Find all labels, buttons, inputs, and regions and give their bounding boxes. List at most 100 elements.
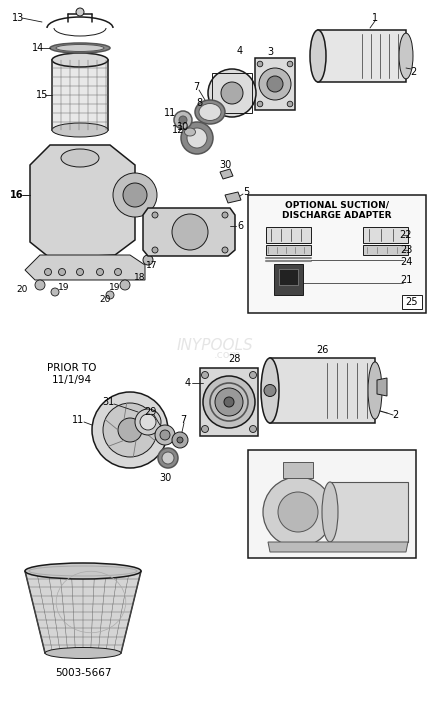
Ellipse shape	[367, 362, 381, 419]
Circle shape	[177, 437, 183, 443]
Circle shape	[103, 403, 157, 457]
Text: 11/1/94: 11/1/94	[52, 375, 92, 385]
Text: 7: 7	[179, 415, 186, 425]
Bar	[278, 269, 297, 285]
Circle shape	[143, 255, 153, 265]
Circle shape	[187, 128, 206, 148]
Text: 23: 23	[399, 245, 411, 255]
Ellipse shape	[50, 43, 110, 53]
Text: INYPOOLS: INYPOOLS	[176, 337, 253, 352]
Circle shape	[208, 69, 255, 117]
Text: 30: 30	[159, 473, 171, 483]
Circle shape	[224, 397, 233, 407]
Circle shape	[264, 384, 275, 397]
Circle shape	[249, 425, 256, 432]
Ellipse shape	[52, 123, 108, 137]
Text: 29: 29	[144, 407, 156, 417]
Text: 31: 31	[101, 397, 114, 407]
Text: 2: 2	[409, 67, 415, 77]
Circle shape	[76, 268, 83, 276]
Bar	[401, 295, 421, 309]
Circle shape	[172, 214, 208, 250]
Polygon shape	[362, 245, 407, 255]
Text: 3: 3	[266, 47, 273, 57]
Text: 17: 17	[146, 261, 157, 269]
Circle shape	[201, 372, 208, 379]
Circle shape	[44, 268, 51, 276]
Polygon shape	[329, 482, 407, 542]
Ellipse shape	[199, 104, 221, 120]
Text: 14: 14	[32, 43, 44, 53]
Circle shape	[221, 247, 227, 253]
Text: 19: 19	[109, 284, 120, 293]
Ellipse shape	[398, 33, 412, 79]
Circle shape	[152, 247, 158, 253]
Bar	[317, 30, 405, 82]
Text: 25: 25	[405, 297, 417, 307]
Polygon shape	[219, 169, 233, 179]
Circle shape	[262, 477, 332, 547]
Circle shape	[162, 452, 174, 464]
Ellipse shape	[309, 30, 325, 82]
Circle shape	[172, 432, 187, 448]
Circle shape	[35, 280, 45, 290]
Text: DISCHARGE ADAPTER: DISCHARGE ADAPTER	[282, 211, 391, 220]
Circle shape	[51, 288, 59, 296]
Text: 1: 1	[371, 13, 377, 23]
Circle shape	[113, 173, 157, 217]
Polygon shape	[52, 60, 108, 130]
Circle shape	[155, 425, 175, 445]
Circle shape	[160, 430, 169, 440]
Circle shape	[120, 280, 130, 290]
Text: 20: 20	[16, 286, 28, 294]
Text: PRIOR TO: PRIOR TO	[47, 363, 96, 373]
Polygon shape	[265, 245, 310, 255]
Text: OPTIONAL SUCTION/: OPTIONAL SUCTION/	[284, 200, 388, 210]
Circle shape	[181, 122, 212, 154]
Ellipse shape	[61, 149, 99, 167]
Polygon shape	[273, 264, 302, 295]
Circle shape	[152, 212, 158, 218]
Text: 6: 6	[237, 221, 243, 231]
Text: 26: 26	[316, 345, 328, 355]
Polygon shape	[25, 255, 144, 280]
Text: 21: 21	[399, 275, 411, 285]
Circle shape	[92, 392, 168, 468]
Circle shape	[76, 8, 84, 16]
Polygon shape	[362, 227, 407, 243]
Circle shape	[221, 212, 227, 218]
Text: 11: 11	[72, 415, 84, 425]
Circle shape	[257, 101, 262, 107]
Circle shape	[258, 68, 290, 100]
Text: 24: 24	[399, 257, 411, 267]
Circle shape	[96, 268, 103, 276]
Ellipse shape	[45, 647, 121, 659]
Bar	[247, 195, 425, 313]
Circle shape	[118, 418, 141, 442]
Circle shape	[58, 268, 65, 276]
Text: 15: 15	[36, 90, 48, 100]
Circle shape	[277, 492, 317, 532]
Circle shape	[114, 268, 121, 276]
Bar	[247, 450, 415, 558]
Text: 16: 16	[10, 190, 24, 200]
Bar	[269, 358, 374, 423]
Polygon shape	[265, 227, 310, 243]
Polygon shape	[25, 571, 141, 653]
Text: 18: 18	[134, 274, 145, 283]
Text: 28: 28	[227, 354, 240, 364]
Text: 7: 7	[193, 82, 199, 92]
Circle shape	[123, 183, 147, 207]
Bar	[255, 58, 294, 110]
Text: 11: 11	[163, 108, 176, 118]
Circle shape	[286, 61, 292, 67]
Circle shape	[249, 372, 256, 379]
Text: 19: 19	[58, 284, 70, 293]
Circle shape	[178, 116, 187, 124]
Circle shape	[215, 388, 243, 416]
Circle shape	[286, 101, 292, 107]
Ellipse shape	[56, 44, 104, 52]
Text: 4: 4	[184, 378, 190, 388]
Text: 4: 4	[237, 46, 243, 56]
Polygon shape	[30, 145, 135, 258]
